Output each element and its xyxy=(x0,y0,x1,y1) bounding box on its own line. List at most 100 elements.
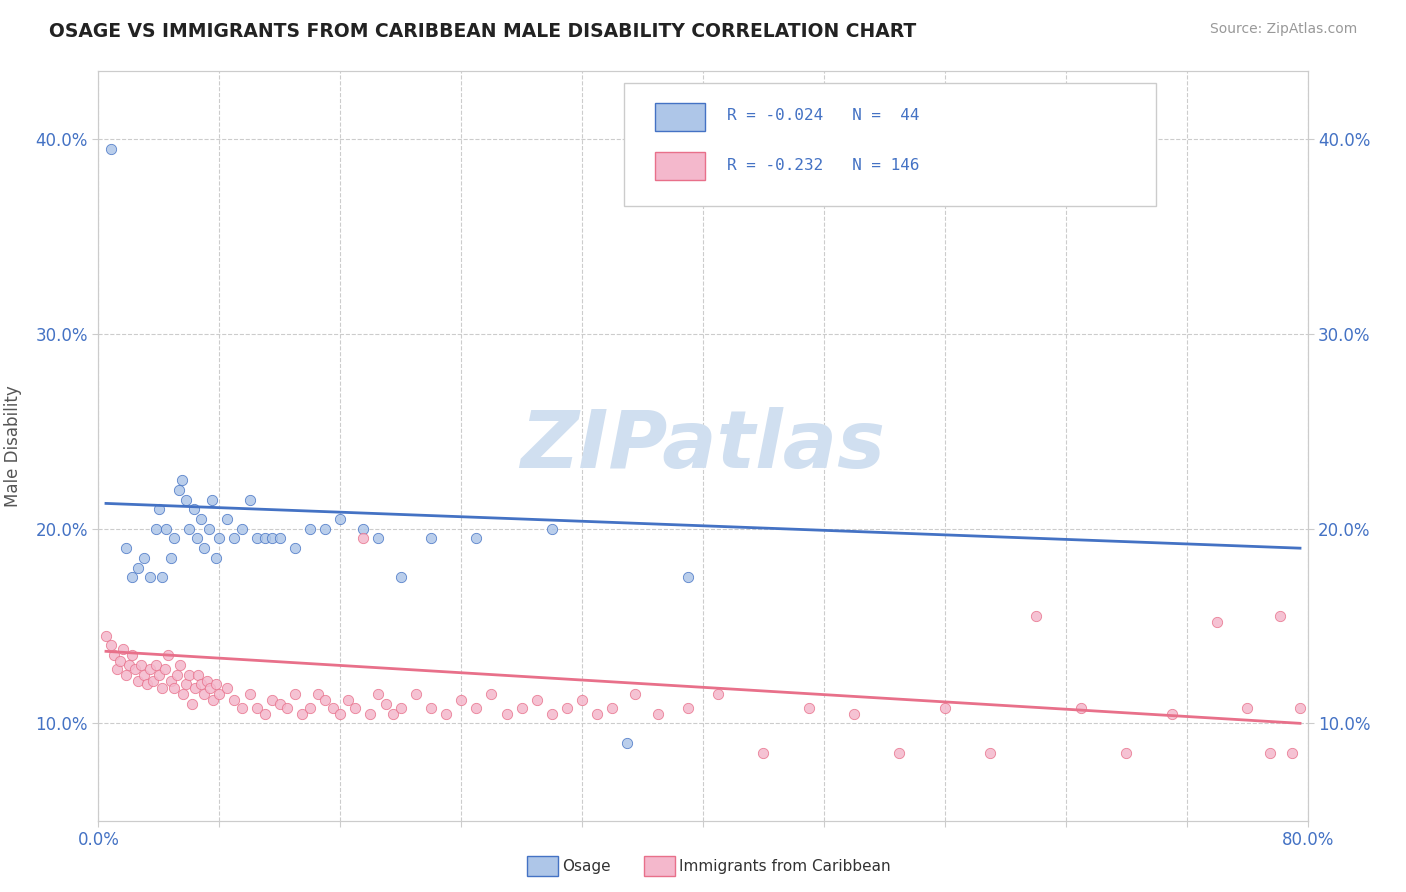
Point xyxy=(307,687,329,701)
Point xyxy=(105,662,128,676)
Point xyxy=(190,677,212,691)
Point xyxy=(797,700,820,714)
Text: Source: ZipAtlas.com: Source: ZipAtlas.com xyxy=(1209,22,1357,37)
FancyBboxPatch shape xyxy=(655,152,706,180)
Point xyxy=(160,673,183,688)
Point xyxy=(156,648,179,663)
Point xyxy=(208,532,231,546)
Point xyxy=(291,706,314,721)
Point xyxy=(139,570,162,584)
Point xyxy=(979,746,1001,760)
Point xyxy=(314,522,336,536)
Point xyxy=(94,629,117,643)
Point xyxy=(707,687,730,701)
Point xyxy=(135,677,157,691)
Point xyxy=(150,570,173,584)
Point xyxy=(405,687,427,701)
Point xyxy=(160,550,183,565)
Point xyxy=(420,700,443,714)
Point xyxy=(450,693,472,707)
Point xyxy=(1236,700,1258,714)
Point xyxy=(179,522,201,536)
Point xyxy=(322,700,344,714)
Text: ZIPatlas: ZIPatlas xyxy=(520,407,886,485)
Point xyxy=(195,673,218,688)
Point xyxy=(205,677,228,691)
Point xyxy=(170,473,193,487)
Point xyxy=(246,700,269,714)
Point xyxy=(181,697,204,711)
Point xyxy=(540,522,562,536)
Point xyxy=(179,667,201,681)
Point xyxy=(1070,700,1092,714)
Point xyxy=(284,541,307,556)
Text: OSAGE VS IMMIGRANTS FROM CARIBBEAN MALE DISABILITY CORRELATION CHART: OSAGE VS IMMIGRANTS FROM CARIBBEAN MALE … xyxy=(49,22,917,41)
Point xyxy=(1258,746,1281,760)
Point xyxy=(329,706,352,721)
FancyBboxPatch shape xyxy=(655,103,706,131)
Point xyxy=(155,522,177,536)
Point xyxy=(253,532,276,546)
Point xyxy=(1281,746,1303,760)
Point xyxy=(174,677,197,691)
Point xyxy=(139,662,162,676)
Point xyxy=(127,673,149,688)
Point xyxy=(121,570,143,584)
Text: R = -0.024   N =  44: R = -0.024 N = 44 xyxy=(727,108,920,123)
Point xyxy=(205,550,228,565)
Point xyxy=(571,693,593,707)
Point xyxy=(153,662,176,676)
Point xyxy=(269,697,291,711)
Point xyxy=(586,706,609,721)
Point xyxy=(224,532,246,546)
Point xyxy=(555,700,578,714)
Point xyxy=(145,522,167,536)
Point xyxy=(197,522,219,536)
Point xyxy=(844,706,866,721)
Point xyxy=(193,687,215,701)
Point xyxy=(163,532,186,546)
Point xyxy=(166,667,188,681)
Point xyxy=(169,657,191,672)
Point xyxy=(114,667,136,681)
Point xyxy=(111,642,134,657)
Point xyxy=(202,693,225,707)
Point xyxy=(253,706,276,721)
Point xyxy=(299,522,322,536)
Point xyxy=(100,142,122,156)
Point xyxy=(163,681,186,696)
Point xyxy=(344,700,367,714)
Point xyxy=(184,681,207,696)
Point xyxy=(752,746,775,760)
Point xyxy=(352,522,374,536)
Point xyxy=(103,648,125,663)
Point xyxy=(1206,615,1229,629)
Point xyxy=(186,532,208,546)
Point xyxy=(889,746,911,760)
Point xyxy=(145,657,167,672)
Point xyxy=(148,667,170,681)
Point xyxy=(465,532,488,546)
Point xyxy=(624,687,647,701)
Point xyxy=(200,681,222,696)
Y-axis label: Male Disability: Male Disability xyxy=(4,385,21,507)
Point xyxy=(193,541,215,556)
Point xyxy=(352,532,374,546)
Point xyxy=(132,667,155,681)
Point xyxy=(420,532,443,546)
Point xyxy=(215,681,238,696)
Point xyxy=(526,693,548,707)
Point xyxy=(187,667,209,681)
FancyBboxPatch shape xyxy=(624,83,1157,206)
Point xyxy=(108,654,131,668)
Point xyxy=(114,541,136,556)
Point xyxy=(118,657,141,672)
Point xyxy=(465,700,488,714)
Point xyxy=(215,512,238,526)
Point xyxy=(174,492,197,507)
Text: Immigrants from Caribbean: Immigrants from Caribbean xyxy=(679,859,891,873)
Point xyxy=(129,657,152,672)
Point xyxy=(676,570,699,584)
Point xyxy=(382,706,405,721)
Point xyxy=(127,560,149,574)
